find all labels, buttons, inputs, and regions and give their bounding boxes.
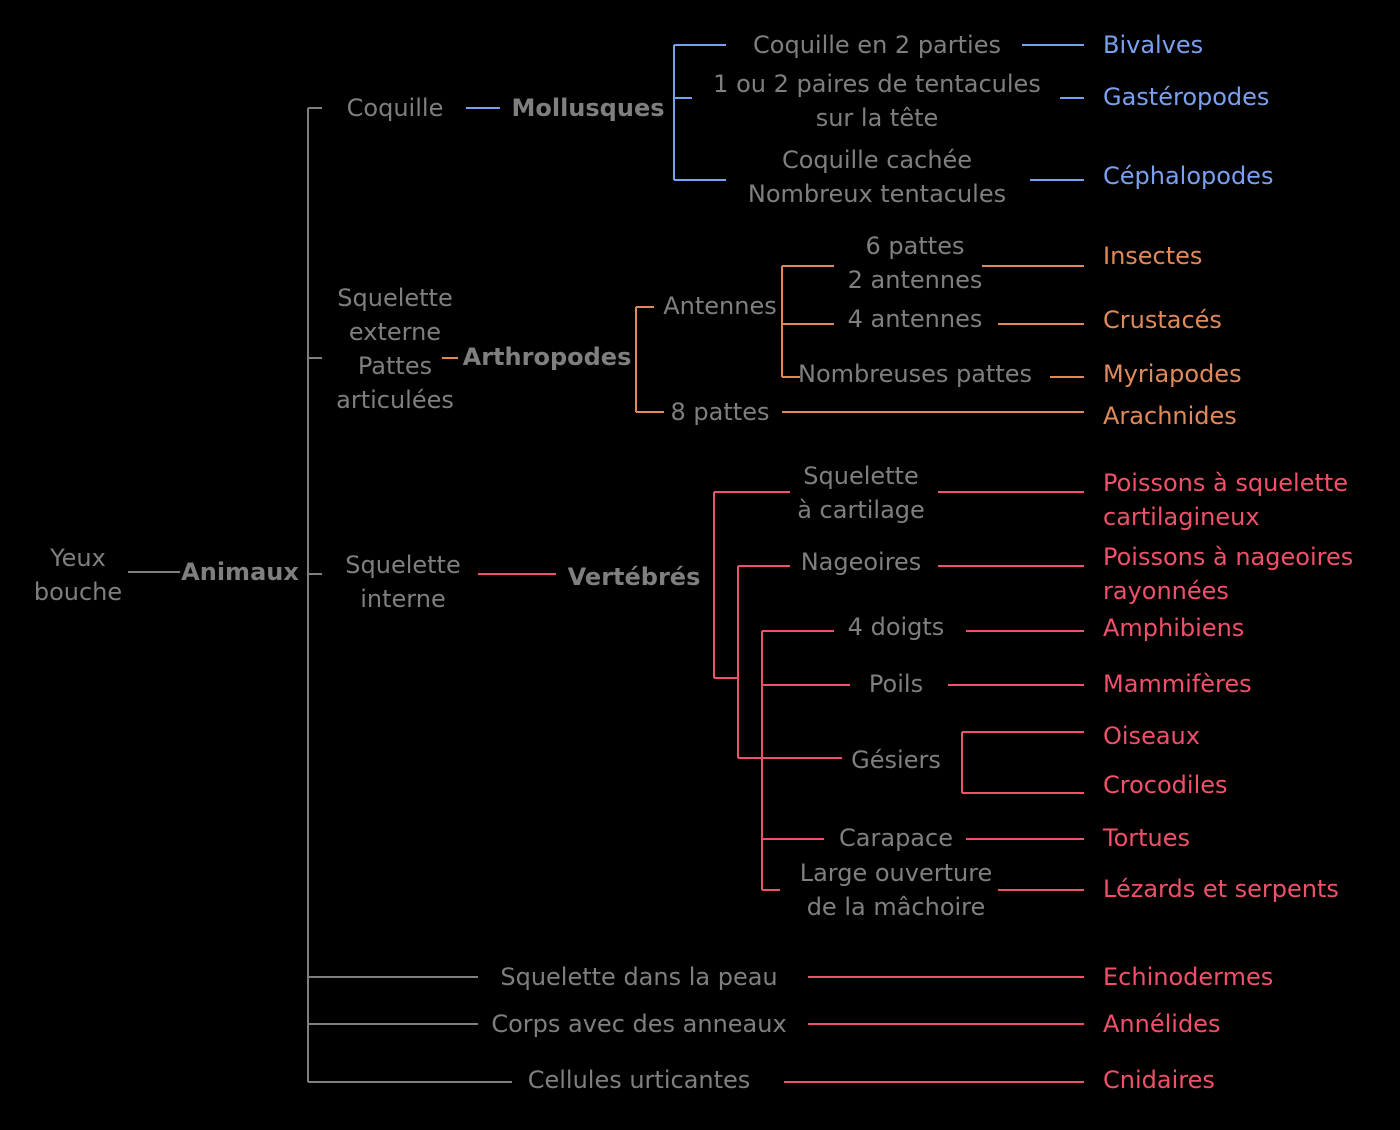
animaux-label: Animaux	[181, 558, 299, 586]
arthropodes-criterion: Squelette externe Pattes articulées	[336, 284, 454, 414]
gesiers-criterion: Gésiers	[851, 746, 941, 774]
carapace-criterion: Carapace	[839, 824, 953, 852]
lezards-serpents-label: Lézards et serpents	[1103, 875, 1339, 903]
antennes-criterion: Antennes	[663, 292, 777, 320]
mammiferes-label: Mammifères	[1103, 670, 1252, 698]
bivalves-label: Bivalves	[1103, 31, 1204, 59]
arachnides-label: Arachnides	[1103, 402, 1237, 430]
poils-criterion: Poils	[868, 670, 924, 698]
gasteropodes-criterion: 1 ou 2 paires de tentacules sur la tête	[713, 70, 1041, 132]
echinodermes-criterion: Squelette dans la peau	[500, 963, 778, 991]
myriapodes-label: Myriapodes	[1103, 360, 1242, 388]
cephalopodes-criterion: Coquille cachée Nombreux tentacules	[747, 146, 1007, 208]
quatre-doigts-criterion: 4 doigts	[847, 613, 945, 641]
insectes-label: Insectes	[1103, 242, 1203, 270]
myriapodes-criterion: Nombreuses pattes	[798, 360, 1032, 388]
cephalopodes-label: Céphalopodes	[1103, 162, 1274, 190]
vertebres-label: Vertébrés	[567, 563, 701, 591]
root-criterion: Yeux bouche	[33, 544, 123, 606]
bivalves-criterion: Coquille en 2 parties	[753, 31, 1001, 59]
oiseaux-label: Oiseaux	[1103, 722, 1200, 750]
cnidaires-label: Cnidaires	[1103, 1066, 1215, 1094]
crustaces-criterion: 4 antennes	[847, 305, 983, 333]
huit-pattes-criterion: 8 pattes	[670, 398, 770, 426]
nageoires-criterion: Nageoires	[800, 548, 922, 576]
cnidaires-criterion: Cellules urticantes	[527, 1066, 751, 1094]
crustaces-label: Crustacés	[1103, 306, 1222, 334]
machoire-criterion: Large ouverture de la mâchoire	[799, 859, 993, 921]
crocodiles-label: Crocodiles	[1103, 771, 1228, 799]
annelides-label: Annélides	[1103, 1010, 1221, 1038]
poissons-nageoires-label: Poissons à nageoires rayonnées	[1103, 543, 1354, 605]
annelides-criterion: Corps avec des anneaux	[491, 1010, 787, 1038]
arthropodes-label: Arthropodes	[462, 343, 632, 371]
mollusques-label: Mollusques	[511, 94, 665, 122]
echinodermes-label: Echinodermes	[1103, 963, 1274, 991]
tortues-label: Tortues	[1103, 824, 1191, 852]
poissons-cartilagineux-label: Poissons à squelette cartilagineux	[1103, 469, 1349, 531]
amphibiens-label: Amphibiens	[1103, 614, 1245, 642]
gasteropodes-label: Gastéropodes	[1103, 83, 1270, 111]
vertebres-criterion: Squelette interne	[345, 551, 461, 613]
mollusques-criterion: Coquille	[346, 94, 444, 122]
cartilage-criterion: Squelette à cartilage	[797, 462, 925, 524]
insectes-criterion: 6 pattes 2 antennes	[847, 232, 983, 294]
